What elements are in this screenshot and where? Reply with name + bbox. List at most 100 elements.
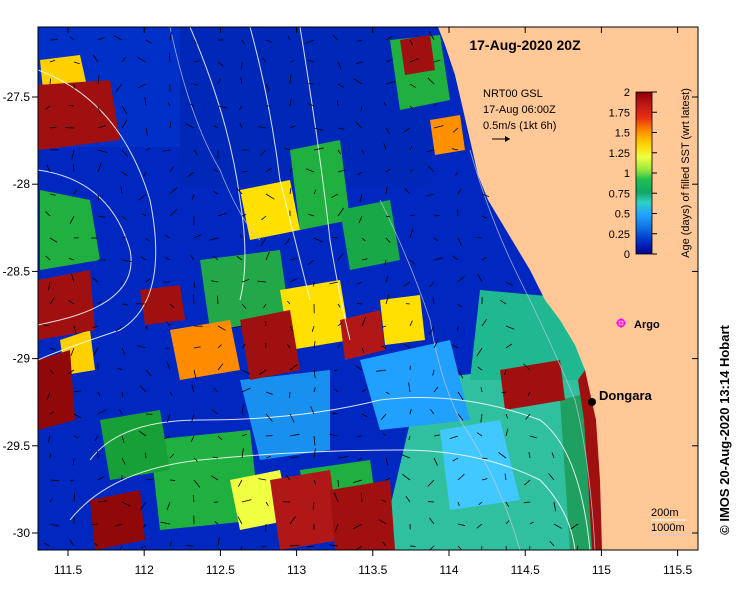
current-arrow <box>433 214 440 217</box>
current-arrow <box>289 99 292 107</box>
current-arrow <box>265 455 271 459</box>
current-arrow <box>289 325 294 332</box>
current-arrow <box>193 83 199 86</box>
current-arrow <box>213 255 219 261</box>
current-arrow <box>308 213 315 217</box>
current-arrow <box>353 78 363 85</box>
current-arrow <box>211 280 219 283</box>
current-arrow <box>310 406 315 415</box>
current-arrow <box>167 102 171 107</box>
current-arrow <box>137 83 147 89</box>
current-arrow <box>121 215 128 221</box>
current-arrow <box>481 257 487 261</box>
current-arrow <box>241 343 246 349</box>
current-arrow <box>241 171 248 173</box>
current-arrow <box>241 369 250 375</box>
current-arrow <box>457 501 460 507</box>
current-arrow <box>481 478 488 481</box>
current-arrow <box>356 435 363 438</box>
current-arrow <box>433 103 439 107</box>
current-arrow <box>141 213 147 217</box>
current-arrow <box>94 435 99 442</box>
current-arrow <box>505 501 509 507</box>
current-arrow <box>385 36 393 41</box>
svg-text:17-Aug 06:00Z: 17-Aug 06:00Z <box>483 104 556 116</box>
colorbar-tick-label: 0.5 <box>615 209 630 221</box>
current-arrow <box>457 303 462 308</box>
current-arrow <box>361 317 366 327</box>
current-arrow <box>476 523 483 529</box>
current-arrow <box>427 165 435 173</box>
current-arrow <box>523 501 531 504</box>
current-arrow <box>402 473 411 481</box>
current-arrow <box>457 473 465 481</box>
current-arrow <box>119 409 123 415</box>
current-arrow <box>217 363 224 371</box>
current-arrow <box>263 303 267 309</box>
current-arrow <box>381 345 387 349</box>
current-arrow <box>97 193 100 201</box>
current-arrow <box>383 102 387 107</box>
current-arrow <box>354 121 363 129</box>
current-arrow <box>289 364 298 371</box>
current-arrow <box>432 296 435 305</box>
current-arrow <box>113 35 123 41</box>
current-arrow <box>433 125 444 129</box>
current-arrow <box>478 501 483 506</box>
current-arrow <box>426 193 435 197</box>
current-arrow <box>429 517 435 525</box>
current-arrow <box>48 281 51 291</box>
current-arrow <box>337 479 339 487</box>
current-arrow <box>137 345 147 349</box>
current-arrow <box>313 448 316 459</box>
current-arrow <box>286 475 291 481</box>
current-arrow <box>145 39 152 44</box>
current-arrow <box>239 122 243 129</box>
current-arrow <box>169 166 174 173</box>
current-arrow <box>265 83 270 92</box>
current-arrow <box>409 214 415 217</box>
colorbar: 2 1.75 1.5 1.25 1 0.75 0.5 0.25 0 Age (days) of … <box>609 87 692 261</box>
current-arrow <box>433 237 439 242</box>
current-arrow <box>68 257 75 261</box>
current-arrow <box>241 433 247 437</box>
argo-marker: Argo <box>616 318 660 331</box>
current-arrow <box>361 413 368 418</box>
current-arrow <box>457 369 464 379</box>
current-arrow <box>378 519 387 525</box>
current-arrow <box>409 320 413 327</box>
current-arrow <box>49 237 58 243</box>
current-arrow <box>432 369 435 376</box>
current-arrow <box>385 58 393 63</box>
current-arrow <box>143 171 147 177</box>
current-arrow <box>376 369 387 372</box>
current-arrow <box>452 255 459 261</box>
current-arrow <box>49 126 57 129</box>
current-arrow <box>121 347 126 356</box>
y-tick-label: -28.5 <box>3 264 31 278</box>
current-arrow <box>524 479 531 486</box>
current-arrow <box>166 413 171 423</box>
current-arrow <box>169 453 175 459</box>
current-arrow <box>289 456 299 459</box>
current-arrow <box>49 369 54 374</box>
coastal-strip <box>578 370 602 550</box>
current-arrow <box>409 228 414 239</box>
current-arrow <box>360 105 363 111</box>
current-arrow <box>498 452 507 459</box>
current-arrow <box>166 361 171 371</box>
current-arrow <box>121 119 128 129</box>
current-arrow <box>409 58 419 63</box>
current-arrow <box>162 149 171 152</box>
x-tick-label: 114 <box>439 563 458 577</box>
current-arrow <box>114 523 123 527</box>
current-arrow <box>192 494 195 503</box>
current-arrow <box>337 253 344 261</box>
current-arrow <box>97 500 107 503</box>
current-arrow <box>258 369 267 375</box>
current-arrow <box>409 259 416 265</box>
current-arrow <box>307 59 315 63</box>
current-arrow <box>97 149 108 154</box>
current-arrow <box>145 147 151 151</box>
current-arrow <box>385 237 391 243</box>
